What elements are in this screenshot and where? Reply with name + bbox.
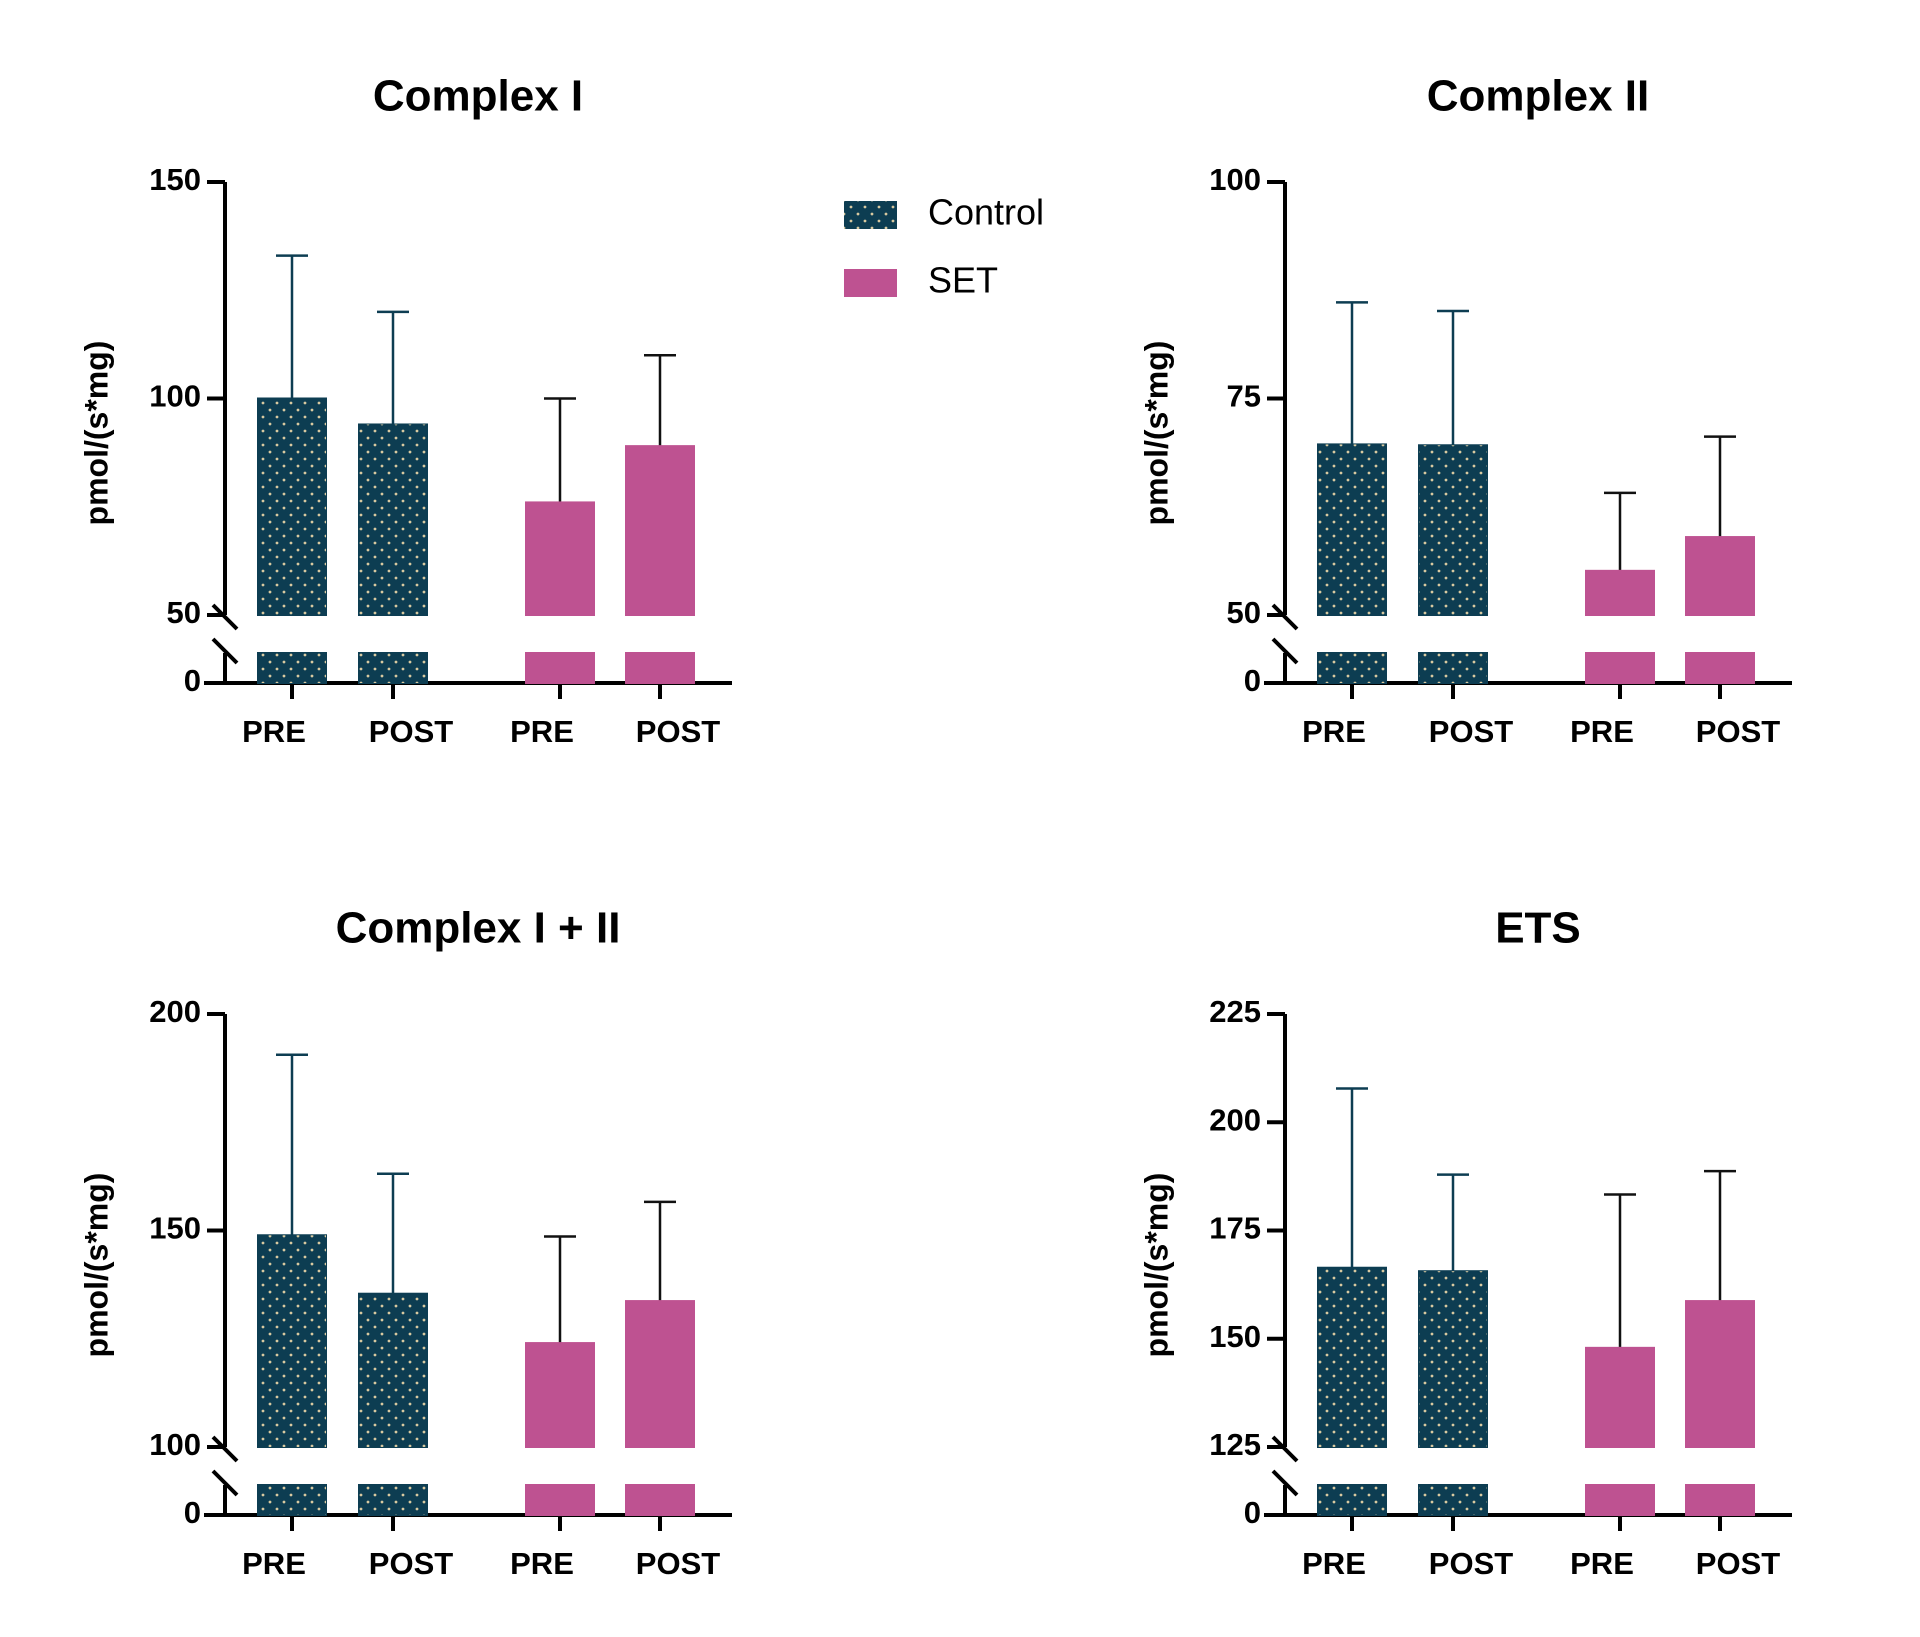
bar-pattern: [258, 398, 326, 615]
y-tick-label: 100: [149, 1427, 201, 1462]
chart-title: Complex I + II: [336, 904, 621, 953]
y-tick-label: 200: [149, 994, 201, 1029]
bar: [525, 1484, 595, 1516]
y-axis-label: pmol/(s*mg): [1138, 341, 1174, 526]
y-tick-label: 75: [1227, 379, 1261, 414]
y-tick-label: 125: [1209, 1427, 1261, 1462]
legend-label: Control: [928, 192, 1044, 233]
bar-pattern: [359, 1485, 427, 1515]
chart-title: Complex I: [373, 72, 583, 121]
bar-pattern: [359, 424, 427, 615]
bar-pattern: [1419, 653, 1487, 683]
bar: [525, 1342, 595, 1448]
bar-pattern: [258, 653, 326, 683]
bar: [625, 652, 695, 684]
x-tick-label: POST: [369, 714, 453, 749]
bar: [1585, 1346, 1655, 1449]
y-tick-label: 0: [1244, 663, 1261, 698]
bar-pattern: [1318, 1267, 1386, 1447]
x-tick-label: PRE: [510, 714, 574, 749]
x-tick-label: POST: [636, 1546, 720, 1581]
bar-pattern: [1318, 653, 1386, 683]
x-tick-label: POST: [1429, 714, 1513, 749]
bar-pattern: [258, 1485, 326, 1515]
x-tick-label: PRE: [1302, 714, 1366, 749]
x-tick-label: POST: [636, 714, 720, 749]
y-tick-label: 225: [1209, 994, 1261, 1029]
legend-swatch: [844, 269, 897, 297]
axis-break: [211, 637, 239, 665]
bar: [525, 501, 595, 617]
y-tick-label: 0: [184, 663, 201, 698]
bar: [525, 652, 595, 684]
bar: [1685, 1300, 1755, 1448]
bar: [1685, 652, 1755, 684]
y-tick-label: 50: [167, 595, 201, 630]
bar-pattern: [1419, 445, 1487, 615]
x-tick-label: PRE: [1302, 1546, 1366, 1581]
x-tick-label: PRE: [242, 714, 306, 749]
axis-break: [211, 1469, 239, 1497]
bar: [1585, 569, 1655, 616]
y-tick-label: 150: [149, 1211, 201, 1246]
x-tick-label: PRE: [1570, 714, 1634, 749]
bar-pattern: [1318, 1485, 1386, 1515]
bar-pattern: [359, 1293, 427, 1447]
chart-title: ETS: [1495, 904, 1581, 953]
bar: [1585, 1484, 1655, 1516]
bar-pattern: [359, 653, 427, 683]
legend-swatch-pattern: [844, 201, 897, 229]
y-tick-label: 0: [184, 1495, 201, 1530]
x-tick-label: POST: [1429, 1546, 1513, 1581]
bar-pattern: [1318, 444, 1386, 615]
bar: [1585, 652, 1655, 684]
bar-pattern: [1419, 1271, 1487, 1447]
y-tick-label: 150: [149, 162, 201, 197]
axis-break: [1271, 637, 1299, 665]
bar: [625, 1484, 695, 1516]
x-tick-label: POST: [1696, 1546, 1780, 1581]
bar: [1685, 1484, 1755, 1516]
y-tick-label: 100: [1209, 162, 1261, 197]
x-tick-label: POST: [369, 1546, 453, 1581]
bar: [625, 1300, 695, 1448]
y-tick-label: 100: [149, 379, 201, 414]
bar-pattern: [258, 1235, 326, 1447]
y-tick-label: 50: [1227, 595, 1261, 630]
x-tick-label: PRE: [1570, 1546, 1634, 1581]
bar: [625, 445, 695, 616]
legend-label: SET: [928, 260, 998, 301]
y-tick-label: 200: [1209, 1102, 1261, 1137]
x-tick-label: PRE: [242, 1546, 306, 1581]
y-axis-label: pmol/(s*mg): [1138, 1173, 1174, 1358]
y-tick-label: 175: [1209, 1211, 1261, 1246]
x-tick-label: POST: [1696, 714, 1780, 749]
axis-break: [1271, 1469, 1299, 1497]
chart-title: Complex II: [1427, 72, 1650, 121]
bar-pattern: [1419, 1485, 1487, 1515]
y-axis-label: pmol/(s*mg): [78, 341, 114, 526]
x-tick-label: PRE: [510, 1546, 574, 1581]
bar: [1685, 536, 1755, 616]
y-axis-label: pmol/(s*mg): [78, 1173, 114, 1358]
y-tick-label: 150: [1209, 1319, 1261, 1354]
y-tick-label: 0: [1244, 1495, 1261, 1530]
